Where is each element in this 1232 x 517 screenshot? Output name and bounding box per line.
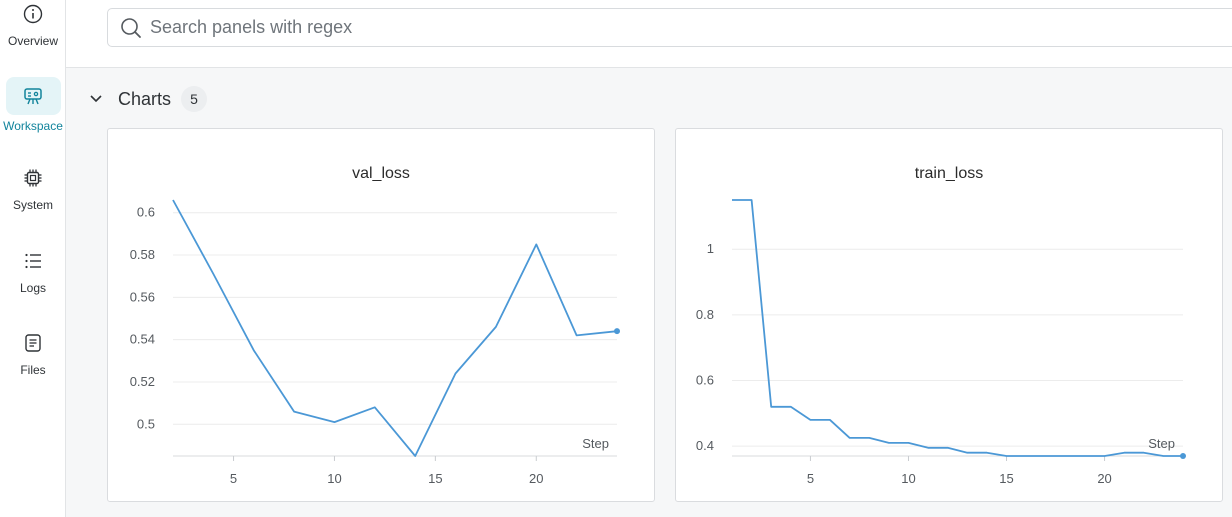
y-tick-label: 0.52 (130, 374, 155, 389)
x-tick-label: 20 (1097, 471, 1111, 486)
chip-icon (24, 169, 42, 187)
series-line (732, 199, 1183, 457)
sidebar-item-highlight (5, 77, 61, 115)
x-tick-label: 5 (230, 471, 237, 486)
top-bar (66, 0, 1232, 68)
section-header-charts[interactable]: Charts 5 (88, 86, 208, 112)
chart-panel-val-loss[interactable]: val_loss 0.5 0.52 0.54 0.56 0.58 0.6 5 10 15 20 St… (107, 128, 655, 502)
y-tick-label: 0.58 (130, 247, 155, 262)
sidebar-item-workspace[interactable]: Workspace (0, 77, 66, 133)
chart-title: train_loss (914, 165, 984, 182)
y-tick-label: 0.56 (130, 289, 155, 304)
y-tick-label: 0.5 (137, 416, 155, 431)
search-box[interactable] (107, 8, 1232, 47)
file-icon (25, 334, 41, 352)
sidebar-item-label: Logs (19, 281, 47, 295)
y-tick-label: 0.54 (130, 332, 155, 347)
y-tick-label: 1 (707, 241, 714, 256)
info-icon (23, 4, 43, 24)
y-tick-label: 0.6 (696, 373, 714, 388)
sidebar-item-logs[interactable]: Logs (0, 251, 66, 295)
x-tick-label: 5 (807, 471, 814, 486)
y-tick-label: 0.4 (696, 438, 714, 453)
chart-val-loss: 0.5 0.52 0.54 0.56 0.58 0.6 5 10 15 20 Step (130, 199, 620, 486)
x-tick-label: 15 (999, 471, 1013, 486)
series-line (172, 199, 618, 457)
series-end-point (1180, 453, 1186, 459)
x-axis-title: Step (1148, 436, 1175, 451)
sidebar-item-overview[interactable]: Overview (0, 4, 66, 48)
sidebar-item-label: Workspace (3, 119, 63, 133)
y-tick-label: 0.8 (696, 307, 714, 322)
section-count-badge: 5 (181, 86, 208, 112)
section-title: Charts (118, 88, 172, 109)
x-tick-label: 10 (327, 471, 341, 486)
chart-title: val_loss (352, 165, 410, 182)
x-tick-label: 10 (901, 471, 915, 486)
search-input[interactable] (150, 17, 1050, 38)
sidebar-item-label: System (12, 198, 53, 212)
chart-panel-train-loss[interactable]: train_loss 0.4 0.6 0.8 1 5 10 15 20 Step (675, 128, 1223, 502)
x-tick-label: 20 (529, 471, 543, 486)
sidebar-item-label: Overview (7, 34, 58, 48)
sidebar: Overview Workspace (0, 0, 66, 517)
workspace-icon (24, 88, 42, 105)
chevron-down-icon[interactable] (88, 91, 104, 107)
sidebar-item-system[interactable]: System (0, 168, 66, 212)
sidebar-item-files[interactable]: Files (0, 333, 66, 377)
series-end-point (614, 328, 620, 335)
search-icon (121, 17, 141, 38)
sidebar-item-label: Files (20, 363, 46, 377)
list-icon (25, 253, 41, 269)
x-tick-label: 15 (428, 471, 442, 486)
y-tick-label: 0.6 (137, 205, 155, 220)
x-axis-title: Step (582, 436, 609, 451)
